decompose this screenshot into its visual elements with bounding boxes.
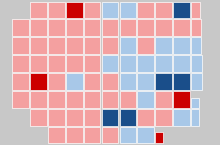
Bar (84, 55, 100, 72)
Bar (84, 73, 100, 90)
Bar (102, 91, 118, 108)
Bar (48, 55, 65, 72)
Bar (138, 91, 154, 108)
Bar (12, 55, 29, 72)
Bar (138, 109, 154, 126)
Bar (173, 1, 190, 18)
Bar (12, 19, 29, 36)
Bar (120, 55, 136, 72)
Bar (155, 19, 172, 36)
Bar (66, 109, 82, 126)
Bar (48, 37, 65, 54)
Bar (173, 19, 190, 36)
Bar (48, 1, 65, 18)
Bar (102, 1, 118, 18)
Bar (84, 91, 100, 108)
Bar (30, 1, 47, 18)
Bar (66, 127, 82, 144)
Bar (191, 98, 199, 108)
Bar (84, 109, 100, 126)
Bar (48, 19, 65, 36)
Bar (120, 37, 136, 54)
Bar (155, 55, 172, 72)
Bar (173, 73, 190, 90)
Bar (191, 55, 202, 72)
Bar (30, 37, 47, 54)
Bar (155, 73, 172, 90)
Bar (102, 127, 118, 144)
Bar (138, 37, 154, 54)
Bar (30, 19, 47, 36)
Bar (155, 1, 172, 18)
Bar (191, 1, 200, 18)
Bar (138, 55, 154, 72)
Bar (48, 91, 65, 108)
Bar (48, 127, 65, 144)
Bar (12, 73, 29, 90)
Bar (102, 73, 118, 90)
Bar (120, 1, 136, 18)
Bar (138, 73, 154, 90)
Bar (30, 91, 47, 108)
Bar (66, 73, 82, 90)
Bar (48, 109, 65, 126)
Bar (102, 109, 118, 126)
Bar (12, 37, 29, 54)
Bar (30, 73, 47, 90)
Bar (48, 73, 65, 90)
Bar (120, 91, 136, 108)
Bar (138, 1, 154, 18)
Bar (30, 109, 47, 126)
Bar (138, 127, 154, 144)
Bar (102, 37, 118, 54)
Bar (191, 73, 202, 90)
Bar (66, 55, 82, 72)
Bar (191, 109, 199, 126)
Bar (155, 37, 172, 54)
Bar (66, 37, 82, 54)
Bar (66, 91, 82, 108)
Bar (84, 1, 100, 18)
Bar (173, 91, 190, 108)
Bar (66, 1, 82, 18)
Bar (120, 19, 136, 36)
Bar (84, 37, 100, 54)
Bar (173, 37, 190, 54)
Bar (155, 132, 163, 144)
Bar (30, 55, 47, 72)
Bar (102, 19, 118, 36)
Bar (102, 55, 118, 72)
Bar (155, 109, 172, 126)
Bar (12, 91, 29, 108)
Bar (120, 73, 136, 90)
Bar (173, 55, 190, 72)
Bar (138, 19, 154, 36)
Bar (191, 37, 201, 54)
Bar (84, 19, 100, 36)
Bar (120, 127, 136, 144)
Bar (66, 19, 82, 36)
Bar (155, 91, 172, 108)
Bar (173, 109, 190, 126)
Bar (84, 127, 100, 144)
Bar (191, 19, 201, 36)
Bar (120, 109, 136, 126)
